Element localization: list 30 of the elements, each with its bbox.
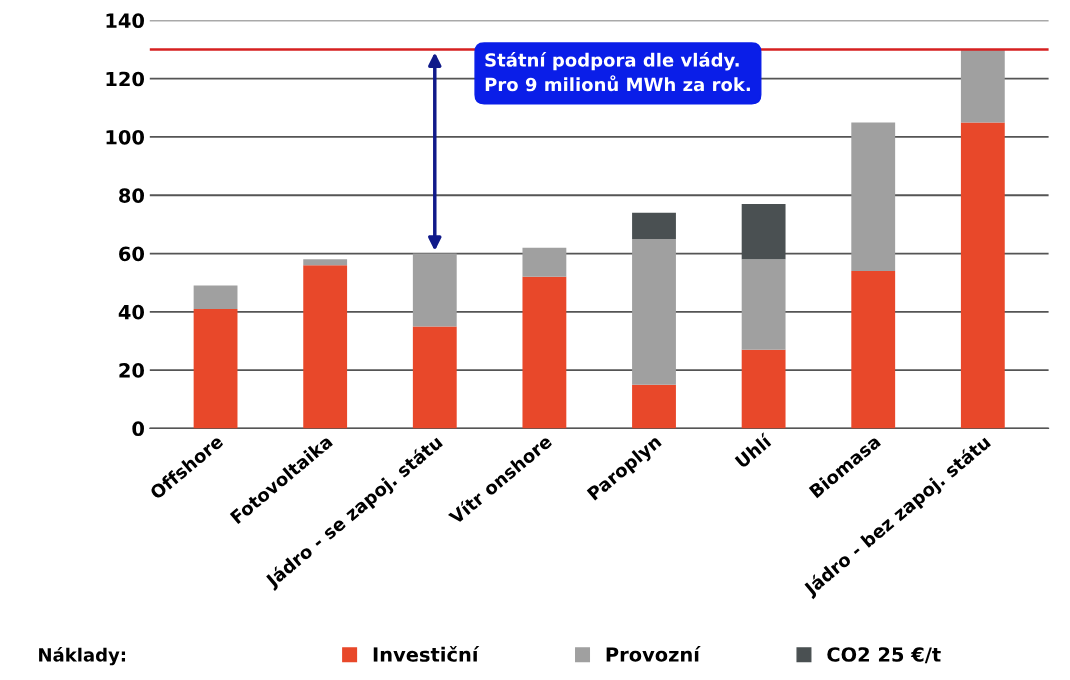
bar [193,285,238,309]
bar [632,238,676,385]
y-tick-label: 40 [118,304,145,320]
y-tick-label: 0 [132,421,145,437]
bar [741,349,786,429]
bar [960,49,1005,123]
y-tick-label: 100 [106,129,145,145]
bar [632,384,676,429]
bar [851,271,896,429]
y-tick-label: 80 [119,188,145,203]
legend-label: Provozní [606,646,701,662]
y-tick-label: 140 [106,13,145,29]
bar [741,259,786,350]
bar [412,253,457,327]
bar [303,265,348,429]
annotation: Státní podpora dle vlády. Pro 9 milionů MWh za rok. [485,52,750,92]
bar [851,122,896,272]
legend-label: CO2 25 €/t [827,647,941,664]
legend-title: Náklady: [39,647,126,666]
bar [193,308,238,429]
y-tick-label: 120 [106,71,145,87]
bar [522,276,567,429]
y-tick-label: 20 [119,363,145,378]
legend-label: Investiční [373,646,480,662]
bar [412,326,457,429]
bar [632,212,676,239]
bar [303,259,348,266]
y-tick-label: 60 [119,246,145,262]
bar [522,247,567,277]
bar [960,122,1005,429]
